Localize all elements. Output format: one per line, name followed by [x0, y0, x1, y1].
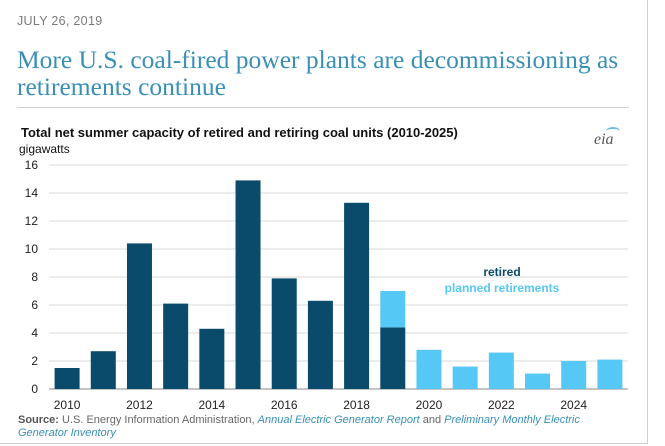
bar-retired-2012 [126, 243, 152, 389]
bar-retired-2019 [380, 327, 406, 389]
figure-frame [0, 0, 648, 444]
y-tick-label: 0 [31, 382, 38, 396]
bar-planned-retirements-2023 [525, 373, 551, 389]
publication-date: JULY 26, 2019 [17, 14, 103, 28]
x-tick-label: 2020 [416, 398, 443, 412]
source-note: Source: U.S. Energy Information Administ… [18, 414, 618, 440]
source-link-monthly-inventory[interactable]: Preliminary Monthly Electric Generator I… [18, 414, 580, 439]
y-tick-label: 8 [31, 270, 38, 284]
divider [17, 107, 629, 108]
x-tick-label: 2018 [343, 398, 370, 412]
source-label: Source: [18, 414, 59, 426]
bar-retired-2017 [307, 300, 333, 389]
x-tick-label: 2014 [198, 398, 225, 412]
eia-logo[interactable]: eia [594, 131, 614, 148]
x-tick-label: 2012 [126, 398, 153, 412]
bar-retired-2013 [163, 303, 189, 389]
legend-label-retired: retired [483, 265, 520, 279]
chart-title: Total net summer capacity of retired and… [21, 125, 458, 140]
bar-planned-retirements-2020 [416, 349, 442, 389]
x-tick-label: 2016 [271, 398, 298, 412]
bar-planned-retirements-2019 [380, 291, 406, 328]
bar-planned-retirements-2025 [597, 359, 623, 389]
x-tick-label: 2024 [560, 398, 587, 412]
y-tick-label: 2 [31, 354, 38, 368]
legend: retired planned retirements [445, 265, 560, 295]
x-tick-labels: 2010 2012 2014 2016 2018 2020 2022 2024 [54, 398, 588, 412]
y-tick-label: 4 [31, 326, 38, 340]
bar-planned-retirements-2024 [561, 361, 587, 389]
y-tick-label: 6 [31, 298, 38, 312]
y-tick-label: 14 [25, 186, 39, 200]
legend-label-planned: planned retirements [445, 281, 560, 295]
y-tick-label: 16 [25, 158, 39, 172]
y-tick-labels: 0 2 4 6 8 10 12 14 16 [25, 158, 39, 396]
headline: More U.S. coal-fired power plants are de… [17, 45, 619, 101]
bar-planned-retirements-2022 [488, 352, 514, 389]
eia-logo-arc-icon [606, 127, 620, 135]
bar-planned-retirements-2021 [452, 366, 478, 389]
x-tick-label: 2010 [54, 398, 81, 412]
source-text-1: U.S. Energy Information Administration, [58, 414, 258, 426]
bar-retired-2016 [271, 278, 297, 389]
bar-retired-2010 [54, 368, 80, 389]
y-tick-label: 10 [25, 242, 39, 256]
x-tick-label: 2022 [488, 398, 515, 412]
bar-retired-2015 [235, 180, 261, 389]
source-text-2: and [419, 414, 445, 426]
bar-retired-2018 [344, 202, 370, 389]
source-link-annual-report[interactable]: Annual Electric Generator Report [257, 414, 420, 426]
y-axis-unit: gigawatts [19, 142, 70, 156]
bar-retired-2014 [199, 328, 225, 389]
bars [54, 180, 623, 389]
bar-retired-2011 [90, 351, 116, 389]
y-tick-label: 12 [25, 214, 39, 228]
